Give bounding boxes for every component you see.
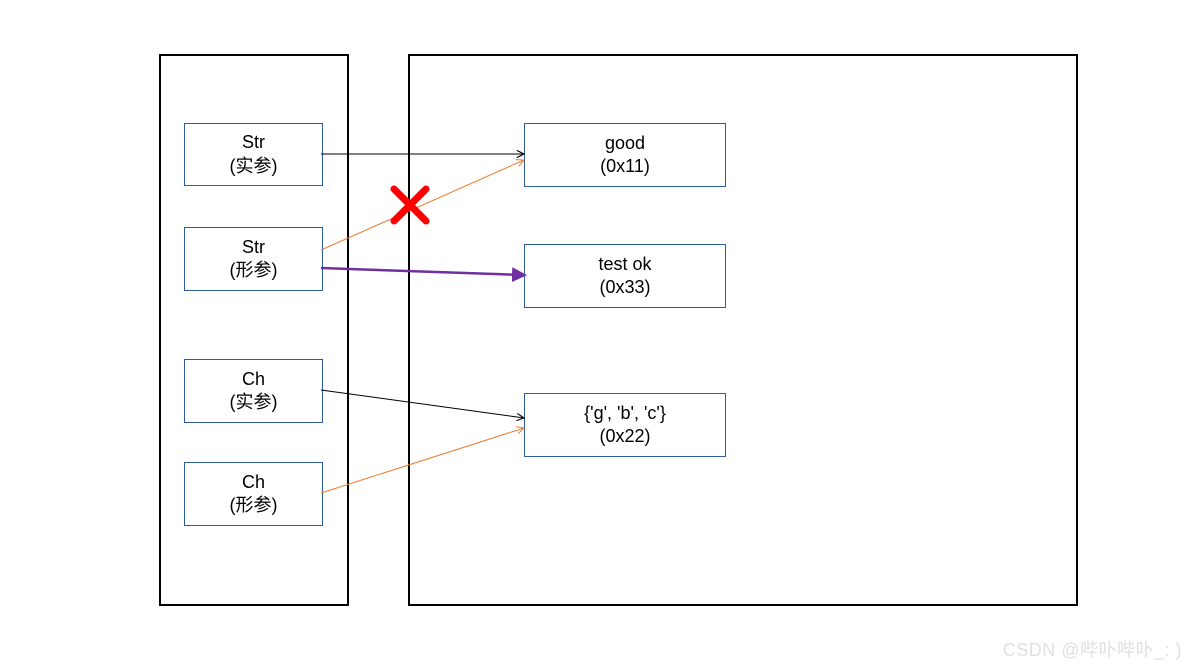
right-container [408, 54, 1078, 606]
node-label: Ch [242, 368, 265, 391]
node-label: Ch [242, 471, 265, 494]
node-sublabel: (形参) [230, 259, 278, 282]
node-label: test ok [598, 253, 651, 276]
node-label: Str [242, 236, 265, 259]
node-sublabel: (形参) [230, 494, 278, 517]
node-str-actual: Str (实参) [184, 123, 323, 186]
node-label: good [605, 132, 645, 155]
node-label: Str [242, 131, 265, 154]
node-label: {'g', 'b', 'c'} [584, 402, 666, 425]
node-ch-actual: Ch (实参) [184, 359, 323, 423]
node-arr: {'g', 'b', 'c'} (0x22) [524, 393, 726, 457]
node-testok: test ok (0x33) [524, 244, 726, 308]
node-good: good (0x11) [524, 123, 726, 187]
node-sublabel: (0x11) [600, 155, 650, 178]
node-sublabel: (0x22) [599, 425, 650, 448]
node-str-formal: Str (形参) [184, 227, 323, 291]
watermark-text: CSDN @哔卟哔卟_: ) [1003, 636, 1182, 662]
node-ch-formal: Ch (形参) [184, 462, 323, 526]
node-sublabel: (实参) [230, 391, 278, 414]
node-sublabel: (0x33) [599, 276, 650, 299]
node-sublabel: (实参) [230, 155, 278, 178]
